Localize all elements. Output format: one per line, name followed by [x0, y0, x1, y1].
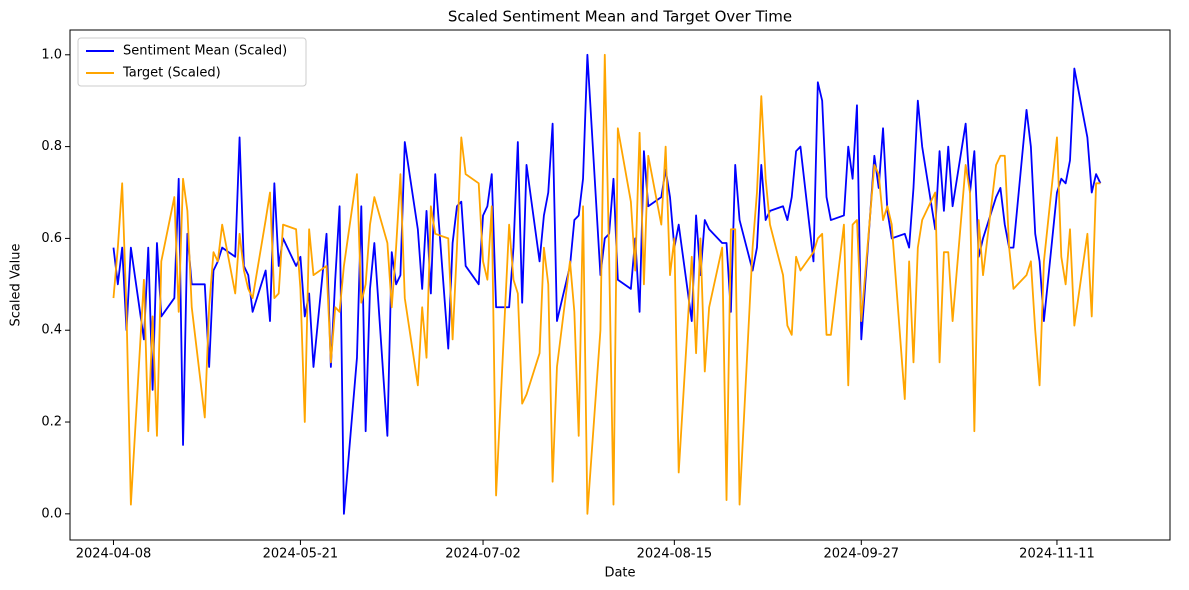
- x-tick-label: 2024-04-08: [76, 547, 152, 562]
- y-tick-label: 0.8: [41, 139, 62, 154]
- x-axis-label: Date: [604, 566, 635, 581]
- x-tick-label: 2024-07-02: [445, 547, 521, 562]
- legend-label: Sentiment Mean (Scaled): [123, 44, 287, 59]
- y-tick-label: 0.0: [41, 506, 62, 521]
- series-line: [112, 53, 1102, 515]
- y-tick-label: 1.0: [41, 47, 62, 62]
- legend-box: [77, 37, 307, 87]
- y-axis-label: Scaled Value: [9, 243, 24, 326]
- legend-label: Target (Scaled): [122, 66, 221, 81]
- y-tick-label: 0.4: [41, 323, 62, 338]
- chart-title: Scaled Sentiment Mean and Target Over Ti…: [448, 8, 792, 26]
- x-tick-label: 2024-05-21: [263, 547, 339, 562]
- y-tick-label: 0.6: [41, 231, 62, 246]
- x-tick-label: 2024-11-11: [1019, 547, 1095, 562]
- plot-frame: [69, 29, 1171, 541]
- x-tick-label: 2024-08-15: [637, 547, 713, 562]
- series-line: [112, 53, 1101, 515]
- x-tick-label: 2024-09-27: [824, 547, 900, 562]
- y-tick-label: 0.2: [41, 415, 62, 430]
